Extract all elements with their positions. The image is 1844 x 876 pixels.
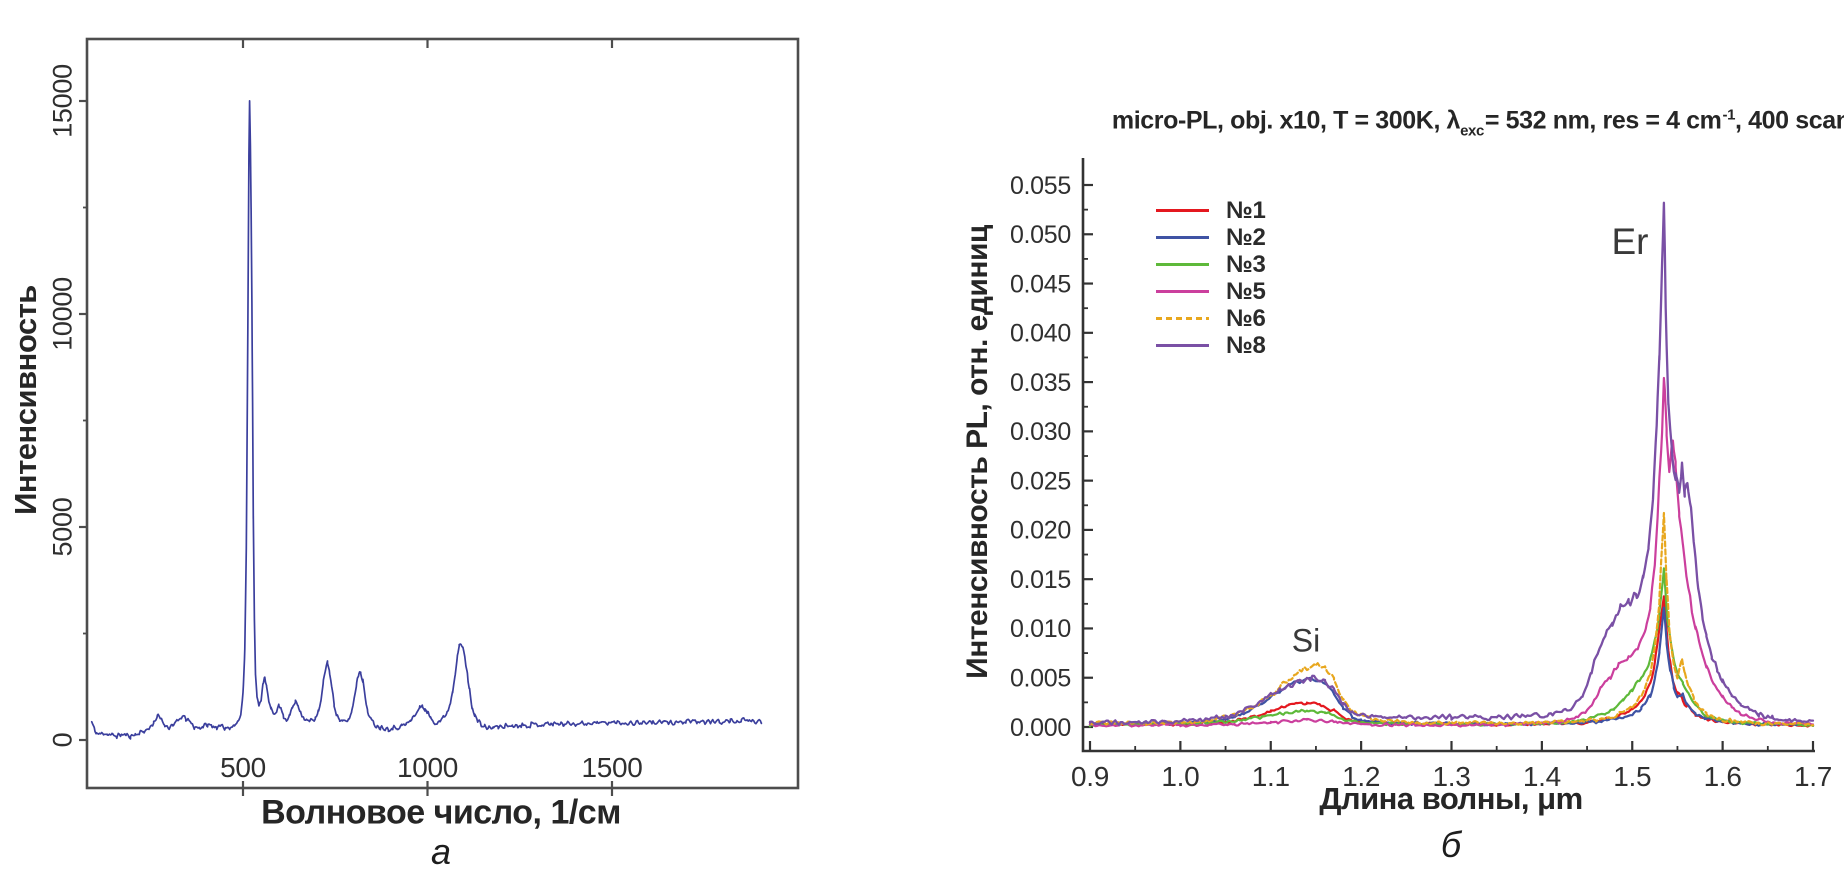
legend-label: №6 bbox=[1226, 304, 1266, 332]
panel-a-x-tick-label: 1500 bbox=[581, 752, 642, 783]
panel-b-y-tick-label: 0.055 bbox=[1010, 172, 1071, 200]
panel-a-y-tick-label: 5000 bbox=[47, 498, 77, 557]
panel-a-plot-frame bbox=[85, 37, 800, 790]
title-text-part: micro-PL, obj. x10, T = 300K, λ bbox=[1111, 106, 1461, 135]
series-raman-trace-trace bbox=[90, 99, 763, 740]
panel-b-letter: б bbox=[1440, 824, 1462, 865]
panel-b-y-tick-label: 0.005 bbox=[1010, 664, 1071, 692]
panel-b-y-tick-label: 0.030 bbox=[1010, 418, 1071, 446]
series-№3-trace bbox=[1088, 567, 1815, 728]
panel-b-x-tick-label: 1.2 bbox=[1342, 761, 1380, 792]
panel-a-y-tick-label: 15000 bbox=[47, 64, 77, 138]
panel-b-y-tick-label: 0.015 bbox=[1010, 566, 1071, 594]
panel-b-y-tick-label: 0.025 bbox=[1010, 467, 1071, 495]
panel-b-x-axis-title: Длина волны, μm bbox=[1319, 781, 1583, 816]
panel-b-x-tick-label: 1.7 bbox=[1794, 761, 1832, 792]
panel-b-x-tick-label: 1.1 bbox=[1252, 761, 1290, 792]
legend-line-swatch bbox=[1156, 343, 1209, 348]
title-text-part: , 400 scans bbox=[1735, 106, 1844, 135]
panel-a-y-tick-label: 10000 bbox=[47, 277, 77, 351]
panel-b-x-tick-label: 0.9 bbox=[1071, 761, 1109, 792]
panel-b-y-tick-label: 0.020 bbox=[1010, 517, 1071, 545]
panel-b-y-tick-label: 0.045 bbox=[1010, 270, 1071, 298]
panel-b-y-tick-label: 0.040 bbox=[1010, 320, 1071, 348]
title-sup-part: -1 bbox=[1722, 106, 1736, 124]
legend-item-№2: №2 bbox=[1156, 224, 1266, 251]
panel-b-y-tick-label: 0.035 bbox=[1010, 369, 1071, 397]
legend-line-swatch bbox=[1156, 208, 1209, 213]
panel-b-y-tick-label: 0.000 bbox=[1010, 714, 1071, 742]
panel-a-x-tick-label: 500 bbox=[220, 752, 266, 783]
series-№8-trace bbox=[1088, 201, 1815, 726]
panel-b-title: micro-PL, obj. x10, T = 300K, λexc= 532 … bbox=[1111, 106, 1844, 140]
panel-b-y-axis-title: Интенсивность PL, отн. единиц bbox=[961, 225, 994, 679]
si-peak-annotation: Si bbox=[1291, 622, 1321, 659]
legend-line-swatch bbox=[1156, 262, 1209, 267]
title-sub-part: exc bbox=[1460, 122, 1484, 140]
legend-label: №8 bbox=[1226, 331, 1266, 359]
panel-a-x-axis-title: Волновое число, 1/см bbox=[261, 793, 621, 832]
legend-label: №3 bbox=[1226, 250, 1266, 278]
series-№6-trace bbox=[1088, 511, 1815, 727]
legend-item-№1: №1 bbox=[1156, 197, 1266, 224]
legend-label: №2 bbox=[1226, 223, 1266, 251]
panel-a-y-axis-title: Интенсивность bbox=[8, 285, 43, 515]
panel-b-x-tick-label: 1.4 bbox=[1523, 761, 1561, 792]
panel-b-y-tick-label: 0.050 bbox=[1010, 221, 1071, 249]
legend-item-№6: №6 bbox=[1156, 305, 1266, 332]
legend-label: №1 bbox=[1226, 196, 1266, 224]
title-text-part: = 532 nm, res = 4 cm bbox=[1484, 106, 1722, 135]
series-№5-trace bbox=[1088, 376, 1815, 728]
legend-label: №5 bbox=[1226, 277, 1266, 305]
panel-b-x-tick-label: 1.0 bbox=[1161, 761, 1199, 792]
panel-b-x-tick-label: 1.6 bbox=[1704, 761, 1742, 792]
er-peak-annotation: Er bbox=[1611, 221, 1649, 262]
panel-a-letter: а bbox=[430, 831, 452, 872]
legend: №1 №2 №3 №5 №6 №8 bbox=[1156, 197, 1266, 359]
panel-b-x-tick-label: 1.3 bbox=[1432, 761, 1470, 792]
legend-item-№5: №5 bbox=[1156, 278, 1266, 305]
panel-a-x-tick-label: 1000 bbox=[397, 752, 458, 783]
panel-b-axes bbox=[1081, 158, 1815, 753]
panel-b-x-tick-label: 1.5 bbox=[1613, 761, 1651, 792]
legend-line-swatch bbox=[1156, 289, 1209, 294]
legend-line-swatch bbox=[1156, 316, 1209, 321]
panel-b-y-tick-label: 0.010 bbox=[1010, 615, 1071, 643]
panel-a-y-tick-label: 0 bbox=[47, 733, 77, 748]
legend-item-№3: №3 bbox=[1156, 251, 1266, 278]
legend-line-swatch bbox=[1156, 235, 1209, 240]
legend-item-№8: №8 bbox=[1156, 332, 1266, 359]
